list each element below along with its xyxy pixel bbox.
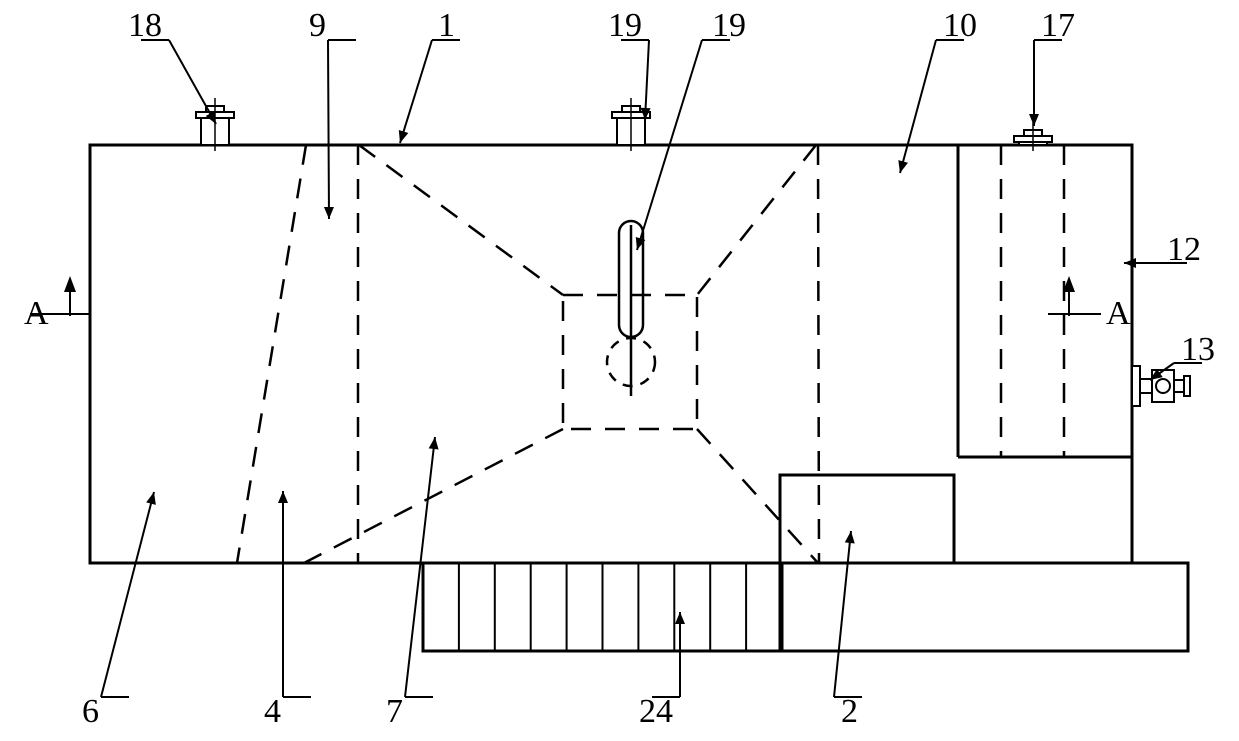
label-2: 2 xyxy=(841,693,858,730)
label-6: 6 xyxy=(82,693,99,730)
section-label: A xyxy=(1106,295,1131,332)
label-1: 1 xyxy=(438,7,455,44)
label-13: 13 xyxy=(1181,331,1215,368)
label-12: 12 xyxy=(1167,231,1201,268)
leader-line-9 xyxy=(328,40,329,219)
label-24: 24 xyxy=(639,693,673,730)
label-17: 17 xyxy=(1041,7,1075,44)
label-9: 9 xyxy=(309,7,326,44)
label-7: 7 xyxy=(386,693,403,730)
label-19b: 19 xyxy=(712,7,746,44)
label-19a: 19 xyxy=(608,7,642,44)
label-10: 10 xyxy=(943,7,977,44)
label-4: 4 xyxy=(264,693,281,730)
label-18: 18 xyxy=(128,7,162,44)
